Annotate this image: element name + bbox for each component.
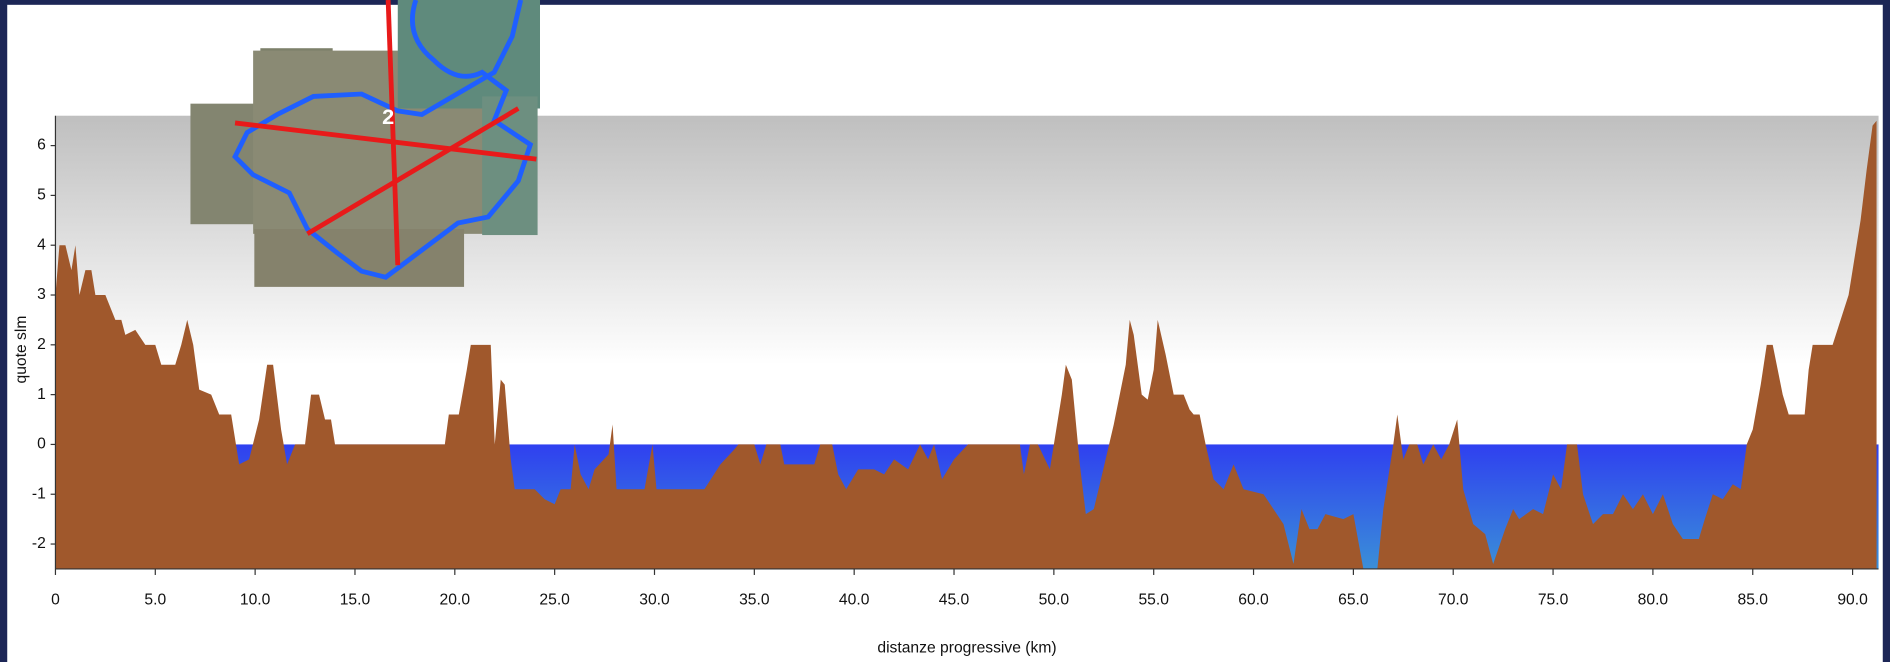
x-tick-label: 45.0 [939,591,970,608]
y-tick-label: 4 [37,236,46,253]
y-tick-label: -2 [32,535,46,552]
map-boundary [232,0,534,280]
map-tile [190,103,263,225]
y-tick-label: 5 [37,187,46,204]
x-tick-label: 70.0 [1438,591,1469,608]
x-tick-label: 65.0 [1338,591,1369,608]
y-tick-label: -1 [32,485,46,502]
x-tick-label: 60.0 [1238,591,1269,608]
map-tile [254,229,465,287]
x-tick-label: 30.0 [639,591,670,608]
section-line [234,120,537,162]
map-label: 2 [382,104,394,129]
y-tick-label: 3 [37,286,46,303]
x-tick-label: 20.0 [440,591,471,608]
x-tick-label: 85.0 [1738,591,1769,608]
y-tick-label: 2 [37,336,46,353]
x-tick-label: 75.0 [1538,591,1569,608]
x-tick-label: 10.0 [240,591,271,608]
map-sections [234,0,537,266]
x-tick-label: 55.0 [1138,591,1169,608]
terrain [55,120,1877,569]
y-tick-label: 1 [37,386,46,403]
section-line [385,0,401,266]
x-tick-label: 80.0 [1638,591,1669,608]
x-tick-label: 15.0 [340,591,371,608]
x-tick-label: 0 [51,591,60,608]
x-axis-title: distanze progressive (km) [877,640,1056,657]
x-tick-label: 35.0 [739,591,770,608]
x-tick-label: 90.0 [1837,591,1868,608]
x-tick-label: 40.0 [839,591,870,608]
y-tick-label: 6 [37,137,46,154]
x-tick-label: 5.0 [144,591,166,608]
x-tick-label: 25.0 [539,591,570,608]
x-tick-label: 50.0 [1039,591,1070,608]
y-axis-title: quote slm [13,316,30,384]
section-line [306,106,520,236]
map-inset: 2 [190,0,540,287]
y-tick-label: 0 [37,436,46,453]
